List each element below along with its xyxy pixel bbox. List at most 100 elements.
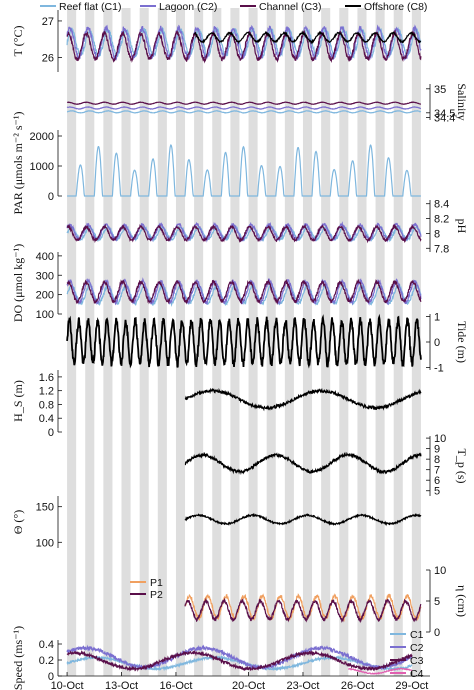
y-tick-label: 150	[36, 502, 54, 514]
y-axis-label: Salinity	[455, 83, 469, 120]
y-axis-label: DO (μmol kg⁻¹)	[11, 244, 25, 322]
y-tick-label: 2000	[30, 131, 54, 143]
night-band	[121, 8, 131, 676]
x-tick-label: 13-Oct	[105, 680, 138, 690]
x-tick-label: 23-Oct	[286, 680, 319, 690]
y-tick-label: 1.2	[39, 386, 54, 398]
night-band	[393, 8, 403, 676]
y-tick-label: 8	[434, 454, 440, 466]
night-band	[284, 8, 294, 676]
panel-par: 0 1000 2000 PAR (μmols m⁻² s⁻¹)	[11, 112, 421, 215]
y-tick-label: 200	[36, 290, 54, 302]
y-axis-label: T_p (s)	[455, 449, 469, 484]
y-tick-label: 0.4	[39, 413, 54, 425]
series-line-offshore-c8-	[194, 30, 422, 45]
y-tick-label: 0	[434, 627, 440, 639]
y-tick-label: 8.4	[434, 199, 449, 211]
y-tick-label: 34.5	[434, 108, 455, 120]
series-line-channel-c3-	[66, 278, 422, 306]
legend-label: C4	[410, 668, 424, 680]
night-band	[266, 8, 276, 676]
y-axis-label: Tide (m)	[455, 321, 469, 363]
y-tick-label: 6	[434, 475, 440, 487]
series-line-p2	[184, 597, 422, 624]
legend-label: Channel (C3)	[259, 1, 321, 13]
series-line-channel-c3-	[66, 223, 422, 244]
legend-label: P1	[150, 577, 163, 589]
y-tick-label: 5	[434, 596, 440, 608]
y-tick-label: 8	[434, 228, 440, 240]
series-line-theta	[184, 512, 422, 527]
y-tick-label: 0	[48, 671, 54, 683]
panel-ph: 7.8 8 8.2 8.4 pH	[66, 199, 469, 255]
y-tick-label: 0	[48, 427, 54, 439]
y-tick-label: 8.2	[434, 214, 449, 226]
night-band	[411, 8, 421, 676]
y-axis-label: PAR (μmols m⁻² s⁻¹)	[11, 112, 25, 215]
series-line-hs	[184, 387, 422, 412]
panel-tide: -1 0 1 Tide (m)	[66, 312, 469, 374]
legend-label: C3	[410, 655, 424, 667]
y-tick-label: 300	[36, 270, 54, 282]
night-band	[230, 8, 240, 676]
y-axis-label: T (°C)	[11, 26, 25, 57]
top-legend: Reef flat (C1) Lagoon (C2) Channel (C3) Off…	[40, 1, 427, 13]
panel-theta: 100 150 Θ (°)	[11, 496, 422, 549]
night-band	[375, 8, 385, 676]
night-band	[248, 8, 258, 676]
y-axis-label: η (cm)	[455, 585, 469, 617]
legend-label: C2	[410, 642, 424, 654]
y-tick-label: -1	[434, 362, 444, 374]
y-tick-label: 400	[36, 251, 54, 263]
legend-label: Reef flat (C1)	[59, 1, 121, 13]
series-line-tide	[66, 313, 422, 369]
y-tick-label: 0.8	[39, 399, 54, 411]
series-line-c4	[348, 667, 413, 675]
series-line-lagoon-c2-	[66, 24, 422, 61]
series-line-reef-flat-c1-	[67, 143, 421, 197]
y-tick-label: 0.4	[39, 639, 54, 651]
y-axis-label: H_S (m)	[11, 380, 25, 422]
night-band	[103, 8, 113, 676]
y-tick-label: 26	[42, 52, 54, 64]
series-line-lagoon-c2-	[66, 277, 422, 306]
y-tick-label: 0	[434, 337, 440, 349]
x-tick-label: 29-Oct	[395, 680, 428, 690]
y-tick-label: 35	[434, 84, 446, 96]
series-line-tp	[184, 451, 422, 476]
y-tick-label: 0.2	[39, 655, 54, 667]
y-tick-label: 7	[434, 465, 440, 477]
x-axis: 10-Oct 13-Oct 16-Oct 20-Oct 23-Oct 26-Oct 29-O…	[51, 672, 430, 690]
y-tick-label: 1.6	[39, 372, 54, 384]
x-tick-label: 20-Oct	[232, 680, 265, 690]
x-tick-label: 16-Oct	[159, 680, 192, 690]
y-axis-label: Speed (ms⁻¹)	[11, 626, 25, 690]
y-axis-label: Θ (°)	[11, 510, 25, 534]
y-tick-label: 7.8	[434, 243, 449, 255]
series-line-channel-c3-	[66, 29, 422, 64]
x-tick-label: 26-Oct	[341, 680, 374, 690]
y-tick-label: 100	[36, 537, 54, 549]
y-tick-label: 1000	[30, 161, 54, 173]
night-band	[139, 8, 149, 676]
panel-hs: 0 0.4 0.81.2 1.6 H_S (m)	[11, 370, 422, 439]
y-tick-label: 0	[48, 191, 54, 203]
y-tick-label: 10	[434, 433, 446, 445]
y-axis-label: pH	[455, 219, 469, 234]
series-line-lagoon-c2-	[66, 106, 421, 110]
y-tick-label: 10	[434, 565, 446, 577]
y-tick-label: 9	[434, 444, 440, 456]
legend-label: Lagoon (C2)	[159, 1, 217, 13]
y-tick-label: 27	[42, 16, 54, 28]
panel-salinity: 34.434.5 35 Salinity	[66, 83, 469, 125]
y-tick-label: 5	[434, 486, 440, 498]
panel-do: 100 200 300 400 DO (μmol kg⁻¹)	[11, 244, 422, 322]
legend-label: P2	[150, 589, 163, 601]
series-line-reef-flat-c1-	[66, 110, 422, 114]
